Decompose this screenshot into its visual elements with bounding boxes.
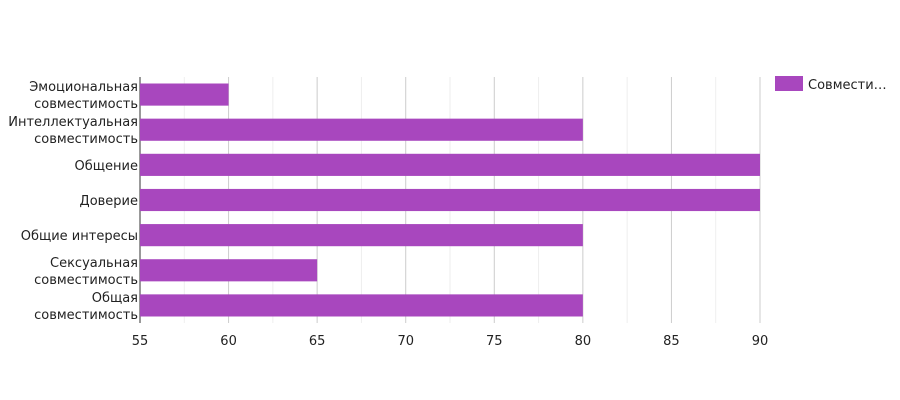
x-tick-label: 55 — [132, 334, 149, 349]
bars — [140, 83, 760, 317]
legend-swatch — [775, 76, 803, 91]
category-label-line: Эмоциональная — [29, 80, 138, 95]
category-label: Доверие — [80, 194, 138, 209]
bar[interactable] — [140, 224, 583, 247]
legend-label: Совмести… — [808, 78, 887, 93]
bar[interactable] — [140, 294, 583, 317]
x-tick-label: 60 — [220, 334, 237, 349]
bar[interactable] — [140, 259, 318, 282]
x-tick-label: 85 — [663, 334, 680, 349]
category-label: Общая совместимость — [34, 291, 138, 323]
bar[interactable] — [140, 153, 760, 176]
bar[interactable] — [140, 83, 229, 106]
category-label: Сексуальная совместимость — [34, 256, 138, 288]
category-label-line: Общая — [92, 291, 138, 306]
x-tick-label: 65 — [309, 334, 326, 349]
category-labels: Эмоциональная совместимостьИнтеллектуальн… — [8, 80, 138, 323]
category-label: Общение — [75, 159, 138, 174]
category-label-line: совместимость — [34, 132, 138, 147]
category-label-line: Интеллектуальная — [8, 115, 138, 130]
category-label-line: совместимость — [34, 273, 138, 288]
category-label: Интеллектуальная совместимость — [8, 115, 138, 147]
category-label-line: Доверие — [80, 194, 138, 209]
bar[interactable] — [140, 188, 760, 212]
legend: Совмести… — [775, 76, 887, 93]
category-label-line: Общие интересы — [21, 229, 138, 244]
category-label-line: совместимость — [34, 97, 138, 112]
x-tick-label: 70 — [397, 334, 414, 349]
category-label-line: Сексуальная — [50, 256, 138, 271]
category-label-line: Общение — [75, 159, 138, 174]
x-tick-label: 75 — [486, 334, 503, 349]
category-label: Общие интересы — [21, 229, 138, 244]
category-label-line: совместимость — [34, 308, 138, 323]
x-tick-label: 80 — [575, 334, 592, 349]
x-axis-ticks: 55 60 65 70 75 80 85 90 — [132, 334, 769, 349]
category-label: Эмоциональная совместимость — [29, 80, 138, 112]
x-tick-label: 90 — [752, 334, 769, 349]
bar[interactable] — [140, 118, 583, 141]
